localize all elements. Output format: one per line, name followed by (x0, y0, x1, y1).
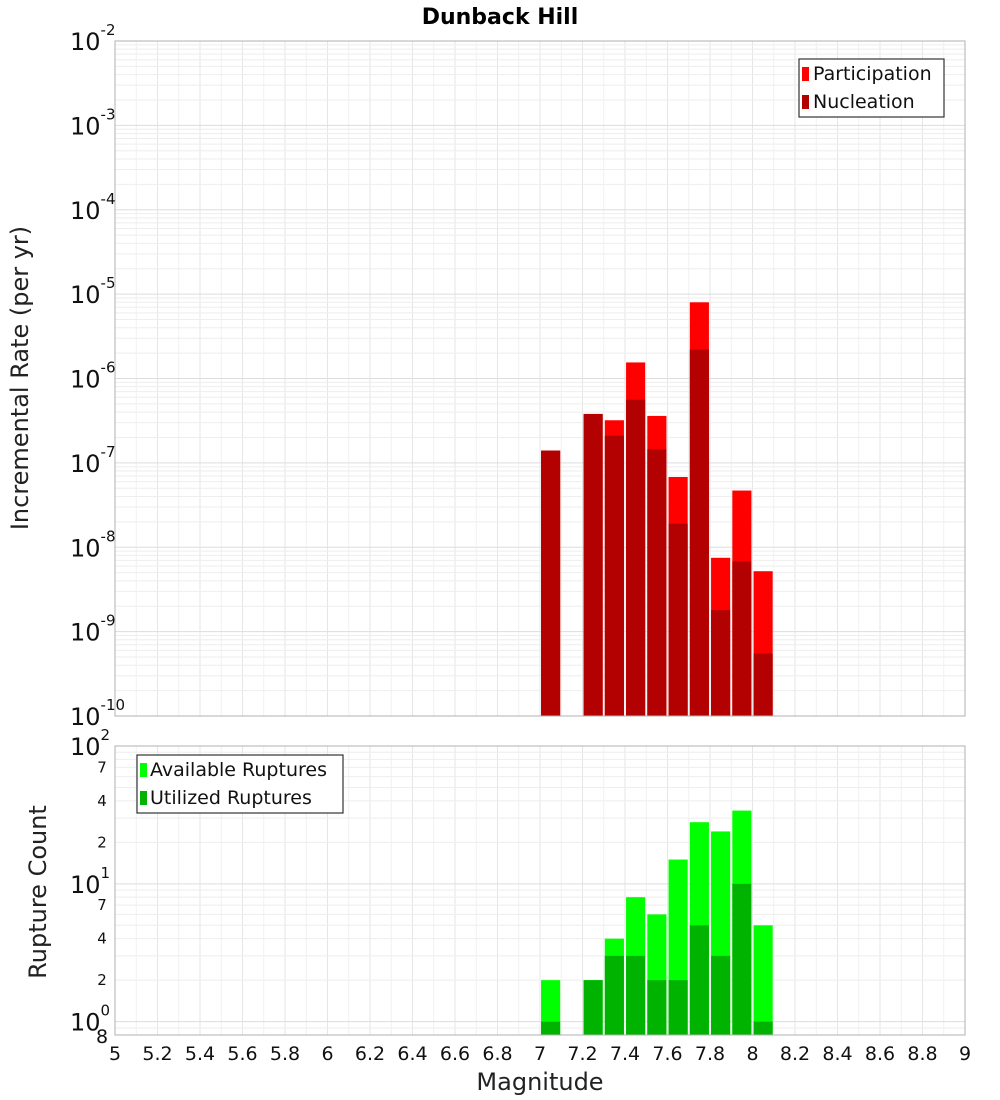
x-tick-label: 8.4 (822, 1043, 852, 1065)
bottom-y-tick-label-major: 100 (70, 1002, 110, 1037)
x-tick-label: 5.2 (142, 1043, 172, 1065)
bottom-plot-border (114, 745, 966, 1036)
bottom-y-tick-label-minor: 2 (97, 971, 107, 989)
top-bar-nucleation (668, 523, 688, 716)
bottom-bars (541, 810, 773, 1035)
top-bar-nucleation (583, 413, 603, 716)
bottom-y-tick-label-major: 101 (70, 864, 110, 899)
bottom-bar-utilized-ruptures (647, 980, 667, 1035)
top-y-tick-label: 10-8 (70, 527, 116, 562)
top-bar-nucleation (647, 449, 667, 716)
bottom-y-tick-label-minor: 8 (96, 1026, 108, 1048)
x-tick-label: 8.2 (780, 1043, 810, 1065)
x-tick-label: 7.8 (695, 1043, 725, 1065)
legend-swatch-nucleation (802, 95, 809, 109)
x-tick-label: 6.6 (440, 1043, 470, 1065)
chart-title: Dunback Hill (422, 5, 579, 30)
top-bar-nucleation (626, 399, 646, 716)
bottom-bar-utilized-ruptures (689, 925, 709, 1035)
top-bar-nucleation (541, 450, 561, 716)
bottom-legend: Available Ruptures Utilized Ruptures (136, 754, 344, 814)
legend-label-utilized: Utilized Ruptures (150, 787, 312, 809)
top-legend: Participation Nucleation (798, 58, 945, 118)
top-y-tick-labels: 10-10 10-9 10-8 10-7 10-6 10-5 10-4 10-3 10-2 (70, 21, 125, 731)
top-y-tick-label: 10-6 (70, 359, 116, 394)
top-y-tick-label: 10-2 (70, 21, 116, 56)
bottom-bar-available-ruptures (753, 925, 773, 1035)
top-bar-nucleation (711, 610, 731, 716)
top-bar-nucleation (604, 435, 624, 716)
top-y-tick-label: 10-3 (70, 105, 116, 140)
top-y-tick-label: 10-5 (70, 274, 116, 309)
bottom-y-tick-label-minor: 7 (97, 758, 107, 776)
x-tick-label: 5.8 (270, 1043, 300, 1065)
top-bar-nucleation (689, 349, 709, 716)
bottom-y-tick-label-minor: 4 (97, 792, 107, 810)
bottom-grid (114, 745, 966, 1036)
top-plot-border (114, 40, 966, 717)
top-y-tick-label: 10-9 (70, 612, 116, 647)
legend-swatch-utilized (140, 791, 147, 805)
top-panel: 10-10 10-9 10-8 10-7 10-6 10-5 10-4 10-3 10-2 In… (6, 21, 966, 731)
bottom-y-tick-label-major: 102 (70, 726, 110, 761)
top-legend-box (798, 58, 945, 118)
x-tick-label: 5.6 (227, 1043, 257, 1065)
x-tick-label: 7.4 (610, 1043, 640, 1065)
x-tick-label: 9 (959, 1043, 971, 1065)
x-tick-label: 7 (534, 1043, 546, 1065)
x-tick-label: 7.2 (567, 1043, 597, 1065)
x-tick-label: 6 (321, 1043, 333, 1065)
top-bar-nucleation (753, 653, 773, 716)
bottom-bar-available-ruptures (541, 980, 561, 1035)
bottom-bar-utilized-ruptures (668, 980, 688, 1035)
x-tick-label: 5.4 (185, 1043, 215, 1065)
bottom-bar-utilized-ruptures (583, 980, 603, 1035)
x-tick-labels: 5 5.2 5.4 5.6 5.8 6 6.2 6.4 6.6 6.8 7 7.2 7.4 7.6 7.8 8… (109, 1043, 971, 1065)
top-grid (114, 41, 966, 717)
x-tick-label: 6.2 (355, 1043, 385, 1065)
legend-label-nucleation: Nucleation (813, 91, 915, 113)
legend-swatch-participation (802, 67, 809, 81)
bottom-panel: 100 101 102 8 2 4 7 2 4 7 5 5.2 5.4 5.6 5.8 6 6.2 6.4 6.6… (24, 726, 971, 1096)
legend-label-participation: Participation (813, 63, 932, 85)
legend-label-available: Available Ruptures (150, 759, 327, 781)
x-tick-label: 6.8 (482, 1043, 512, 1065)
top-y-tick-label: 10-4 (70, 190, 116, 225)
bottom-y-tick-label-minor: 7 (97, 896, 107, 914)
x-axis-label: Magnitude (476, 1068, 603, 1096)
bottom-bar-utilized-ruptures (732, 883, 752, 1035)
bottom-bar-utilized-ruptures (626, 955, 646, 1035)
x-tick-label: 6.4 (397, 1043, 427, 1065)
bottom-y-tick-label-minor: 4 (97, 930, 107, 948)
top-y-tick-label: 10-10 (70, 696, 125, 731)
bottom-y-tick-labels: 100 101 102 8 2 4 7 2 4 7 (70, 726, 110, 1048)
bottom-bar-utilized-ruptures (711, 955, 731, 1035)
top-bars (541, 302, 773, 716)
bottom-y-tick-label-minor: 2 (97, 833, 107, 851)
top-bar-nucleation (732, 561, 752, 716)
legend-swatch-available (140, 763, 147, 777)
top-y-tick-label: 10-7 (70, 443, 116, 478)
bottom-y-axis-label: Rupture Count (24, 805, 52, 979)
x-tick-label: 8.6 (865, 1043, 895, 1065)
top-y-axis-label: Incremental Rate (per yr) (6, 226, 34, 530)
bottom-legend-box (136, 754, 344, 814)
x-tick-label: 8 (746, 1043, 758, 1065)
x-tick-label: 7.6 (652, 1043, 682, 1065)
bottom-bar-utilized-ruptures (753, 1021, 773, 1035)
bottom-bar-utilized-ruptures (604, 955, 624, 1035)
bottom-bar-utilized-ruptures (541, 1021, 561, 1035)
x-tick-label: 8.8 (907, 1043, 937, 1065)
x-tick-label: 5 (109, 1043, 121, 1065)
